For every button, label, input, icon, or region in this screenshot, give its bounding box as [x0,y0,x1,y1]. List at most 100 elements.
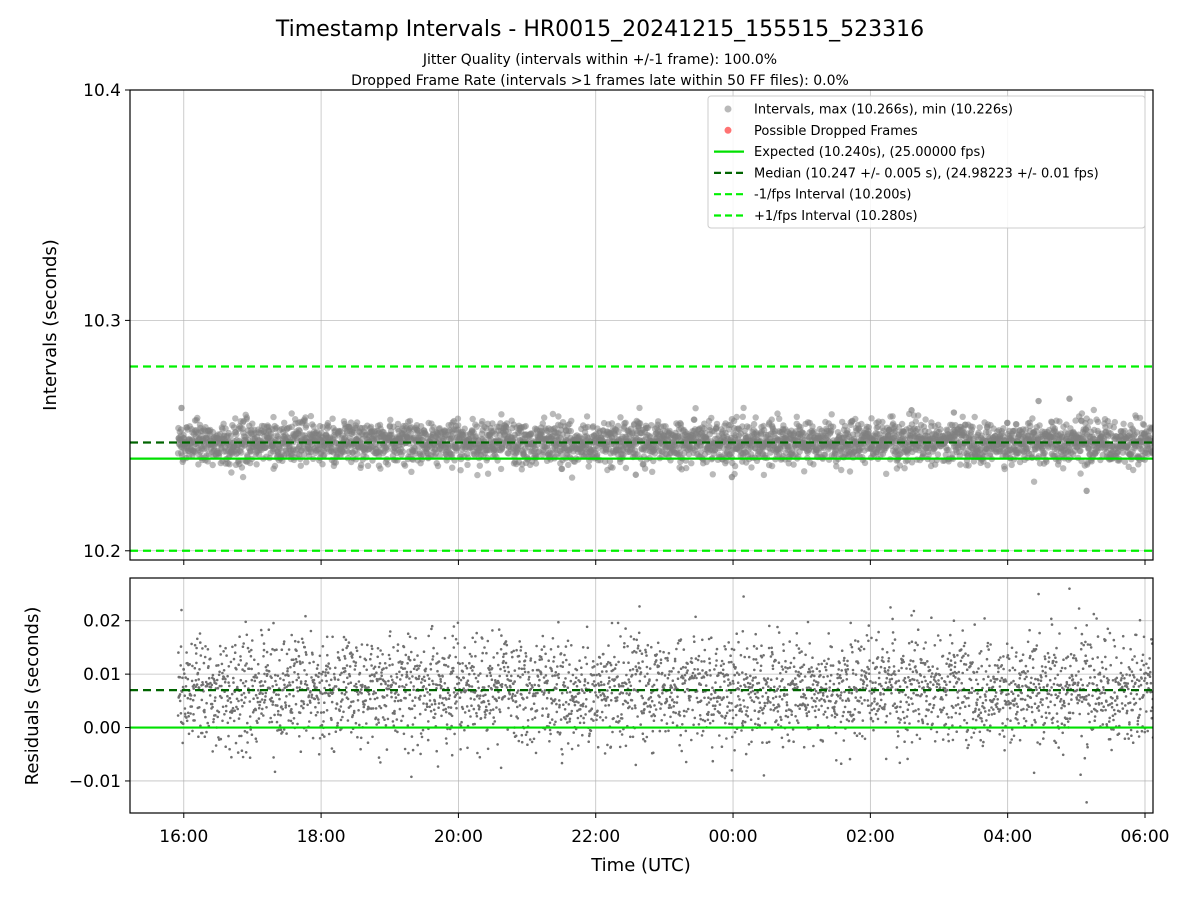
residual-point [277,675,280,678]
residual-point [190,694,193,697]
interval-point [889,413,895,419]
residual-point [444,637,447,640]
residual-point [316,711,319,714]
residual-point [469,715,472,718]
interval-point [965,462,971,468]
residual-point [432,647,435,650]
residual-point [310,676,313,679]
interval-point [365,463,371,469]
residual-point [434,703,437,706]
residual-point [377,721,380,724]
residual-point [473,698,476,701]
residual-point [255,740,258,743]
residual-point [372,707,375,710]
residual-point [376,680,379,683]
residual-point [242,682,245,685]
residual-point [529,738,532,741]
interval-point [790,461,796,467]
residual-point [535,645,538,648]
residual-point [202,683,205,686]
residual-point [438,702,441,705]
residual-point [427,635,430,638]
residual-point [519,649,522,652]
residual-point [389,658,392,661]
residual-point [273,714,276,717]
residual-point [199,641,202,644]
residual-point [382,667,385,670]
residual-point [331,636,334,639]
residual-point [179,664,182,667]
residual-point [380,683,383,686]
residual-point [324,671,327,674]
residual-point [316,667,319,670]
residual-point [474,641,477,644]
residual-point [228,685,231,688]
residual-point [478,697,481,700]
residual-point [228,665,231,668]
residual-point [379,761,382,764]
residual-point [536,692,539,695]
interval-outlier-point [951,409,957,415]
residual-point [287,719,290,722]
residual-point [238,717,241,720]
residual-point [318,681,321,684]
residual-point [412,685,415,688]
interval-point [455,416,461,422]
residual-point [397,694,400,697]
residual-point [501,686,504,689]
interval-point [899,421,905,427]
residual-point [430,668,433,671]
residual-point [321,693,324,696]
residual-point [483,701,486,704]
residual-point [453,691,456,694]
residual-point [512,650,515,653]
residual-point [277,713,280,716]
residual-point [189,698,192,701]
residual-point [219,645,222,648]
residual-point [400,720,403,723]
residual-point [451,754,454,757]
interval-point [960,414,966,420]
residual-point [421,736,424,739]
residual-point [518,655,521,658]
interval-point [1079,410,1085,416]
residual-point [516,706,519,709]
interval-point [776,416,782,422]
residual-point [435,750,438,753]
residual-point [233,720,236,723]
interval-point [977,424,983,430]
residual-point [215,682,218,685]
residual-point [336,722,339,725]
residual-point [306,704,309,707]
residual-point [213,679,216,682]
residual-point [515,700,518,703]
residual-point [379,649,382,652]
residual-point [281,708,284,711]
top-y-tick-label: 10.2 [83,542,121,562]
residual-point [512,683,515,686]
residual-point [546,682,549,685]
interval-point [935,451,941,457]
residual-point [411,735,414,738]
residual-point [247,647,250,650]
residual-point [200,654,203,657]
residual-point [204,716,207,719]
residual-point [371,673,374,676]
residual-point [240,679,243,682]
residual-point [417,667,420,670]
residual-point [224,678,227,681]
residual-point [320,711,323,714]
interval-point [1112,419,1118,425]
residual-point [385,724,388,727]
residual-point [507,707,510,710]
residual-point [524,659,527,662]
residual-point [251,685,254,688]
residual-point [359,672,362,675]
residual-point [324,674,327,677]
interval-point [740,414,746,420]
interval-outlier-point [908,407,914,413]
residual-point [387,680,390,683]
residual-point [496,743,499,746]
residual-point [371,736,374,739]
residual-point [532,669,535,672]
